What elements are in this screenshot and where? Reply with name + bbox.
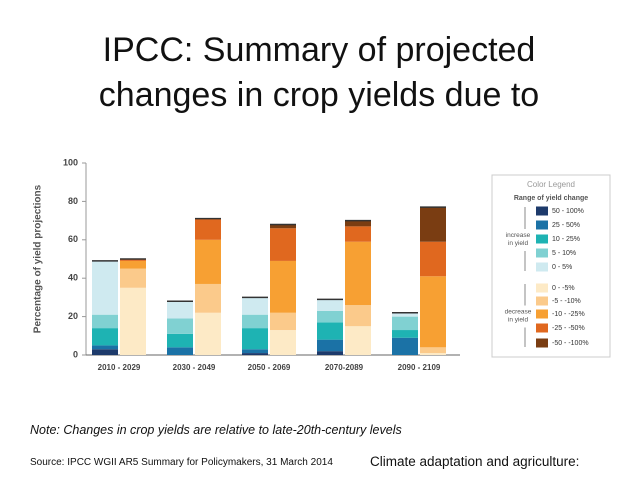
bar-segment	[392, 316, 418, 331]
bar-segment	[242, 353, 268, 355]
legend-group-label: increase in yield	[506, 232, 531, 247]
legend-swatch	[536, 296, 548, 306]
bar-segment	[242, 297, 268, 315]
y-axis-label: Percentage of yield projections	[33, 184, 44, 333]
bar-segment	[420, 276, 446, 348]
x-tick-label: 2090 - 2109	[398, 363, 441, 372]
bar-segment	[92, 328, 118, 346]
bar-segment	[392, 330, 418, 338]
legend-subtitle: Range of yield change	[514, 195, 588, 202]
y-tick-label: 100	[63, 157, 78, 167]
bar-segment	[270, 228, 296, 261]
bar-segment	[92, 349, 118, 355]
bar-segment	[420, 347, 446, 354]
legend-label: 25 - 50%	[552, 222, 580, 229]
bar-segment	[167, 318, 193, 334]
bar-segment	[167, 301, 193, 319]
bar-segment	[270, 224, 296, 229]
bar-segment	[345, 326, 371, 355]
bar-segment	[270, 312, 296, 331]
bar-segment	[270, 260, 296, 313]
legend-label: -50 - -100%	[552, 340, 589, 347]
legend-label: -5 - -10%	[552, 298, 581, 305]
bar-segment	[420, 207, 446, 242]
bar-segment	[345, 305, 371, 327]
bar-segment	[317, 310, 343, 323]
bar-segment	[195, 283, 221, 313]
y-tick-label: 0	[73, 349, 78, 359]
bar-segment	[195, 218, 221, 240]
title: IPCC: Summary of projected changes in cr…	[0, 28, 638, 114]
bar-segment	[167, 333, 193, 348]
bar-segment	[242, 314, 268, 329]
x-tick-label: 2050 - 2069	[248, 363, 291, 372]
bar-segment	[317, 299, 343, 311]
legend-label: 10 - 25%	[552, 236, 580, 243]
bar-segment	[242, 328, 268, 350]
bar-segment	[92, 345, 118, 350]
legend-box	[491, 174, 611, 358]
legend-swatch	[536, 262, 548, 272]
legend-swatch	[536, 338, 548, 348]
legend-label: -10 - -25%	[552, 311, 585, 318]
y-tick-label: 80	[68, 196, 78, 206]
legend-label: 5 - 10%	[552, 250, 576, 257]
x-tick-label: 2070-2089	[325, 363, 364, 372]
bar-segment	[92, 260, 118, 315]
bar-segment	[345, 220, 371, 227]
x-tick-label: 2010 - 2029	[98, 363, 141, 372]
legend-label: 0 - 5%	[552, 264, 572, 271]
source: Source: IPCC WGII AR5 Summary for Policy…	[30, 457, 333, 468]
bar-segment	[317, 351, 343, 355]
legend-group-label: decrease in yield	[505, 308, 532, 323]
bar-segment	[345, 241, 371, 306]
bar-segment	[92, 314, 118, 329]
bar-segment	[195, 239, 221, 284]
title-line: IPCC: Summary of projected	[102, 31, 536, 69]
bar-segment	[392, 337, 418, 355]
bar-segment	[120, 260, 146, 269]
bar-segment	[195, 312, 221, 355]
legend-swatch	[536, 283, 548, 293]
bar-segment	[317, 339, 343, 352]
y-tick-label: 40	[68, 273, 78, 283]
footer-text: Climate adaptation and agriculture:	[370, 454, 580, 469]
legend-label: 0 - -5%	[552, 285, 575, 292]
bar-segment	[420, 353, 446, 355]
legend-swatch	[536, 323, 548, 333]
title-line: changes in crop yields due to	[98, 76, 540, 114]
x-tick-label: 2030 - 2049	[173, 363, 216, 372]
bar-segment	[270, 330, 296, 355]
legend-title: Color Legend	[527, 180, 575, 189]
legend-swatch	[536, 248, 548, 258]
legend-label: -25 - -50%	[552, 325, 585, 332]
bar-segment	[120, 287, 146, 355]
legend-swatch	[536, 234, 548, 244]
bar-segment	[167, 347, 193, 355]
y-tick-label: 60	[68, 234, 78, 244]
bar-segment	[120, 259, 146, 261]
bar-segment	[242, 349, 268, 354]
note: Note: Changes in crop yields are relativ…	[30, 423, 402, 437]
legend-swatch	[536, 220, 548, 230]
y-tick-label: 20	[68, 311, 78, 321]
bar-segment	[420, 241, 446, 277]
legend-label: 50 - 100%	[552, 208, 584, 215]
bar-segment	[345, 226, 371, 242]
legend-swatch	[536, 206, 548, 216]
legend-swatch	[536, 309, 548, 319]
bar-segment	[120, 268, 146, 288]
bar-segment	[317, 322, 343, 340]
bar-segment	[392, 312, 418, 317]
